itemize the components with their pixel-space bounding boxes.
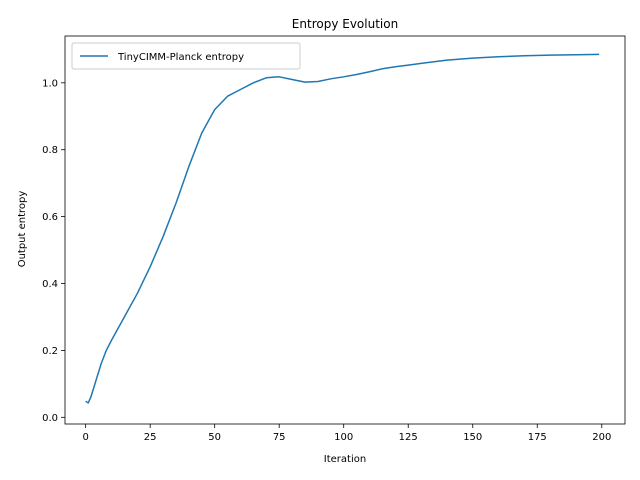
y-tick-label: 0.4	[42, 279, 58, 290]
x-tick-label: 0	[82, 432, 88, 443]
legend-entry-label: TinyCIMM-Planck entropy	[117, 52, 244, 63]
x-tick-label: 175	[528, 432, 547, 443]
y-ticks: 0.0 0.2 0.4 0.6 0.8 1.0	[42, 78, 65, 424]
x-ticks: 0 25 50 75 100 125 150 175 200	[82, 424, 611, 443]
series-line-entropy	[85, 53, 600, 404]
x-tick-label: 25	[144, 432, 157, 443]
legend: TinyCIMM-Planck entropy	[71, 42, 301, 70]
series-layer	[85, 53, 600, 404]
y-tick-label: 0.0	[42, 413, 58, 424]
y-axis-label: Output entropy	[17, 191, 28, 268]
x-tick-label: 100	[334, 432, 353, 443]
x-tick-label: 125	[399, 432, 418, 443]
legend-box	[71, 42, 301, 70]
y-tick-label: 1.0	[42, 78, 58, 89]
x-tick-label: 200	[592, 432, 611, 443]
y-tick-label: 0.6	[42, 212, 58, 223]
x-tick-label: 150	[463, 432, 482, 443]
y-tick-label: 0.8	[42, 145, 58, 156]
plot-frame	[64, 35, 626, 425]
y-tick-label: 0.2	[42, 346, 58, 357]
chart-title: Entropy Evolution	[292, 17, 398, 31]
x-tick-label: 75	[273, 432, 286, 443]
x-tick-label: 50	[208, 432, 221, 443]
x-axis-label: Iteration	[324, 454, 366, 465]
